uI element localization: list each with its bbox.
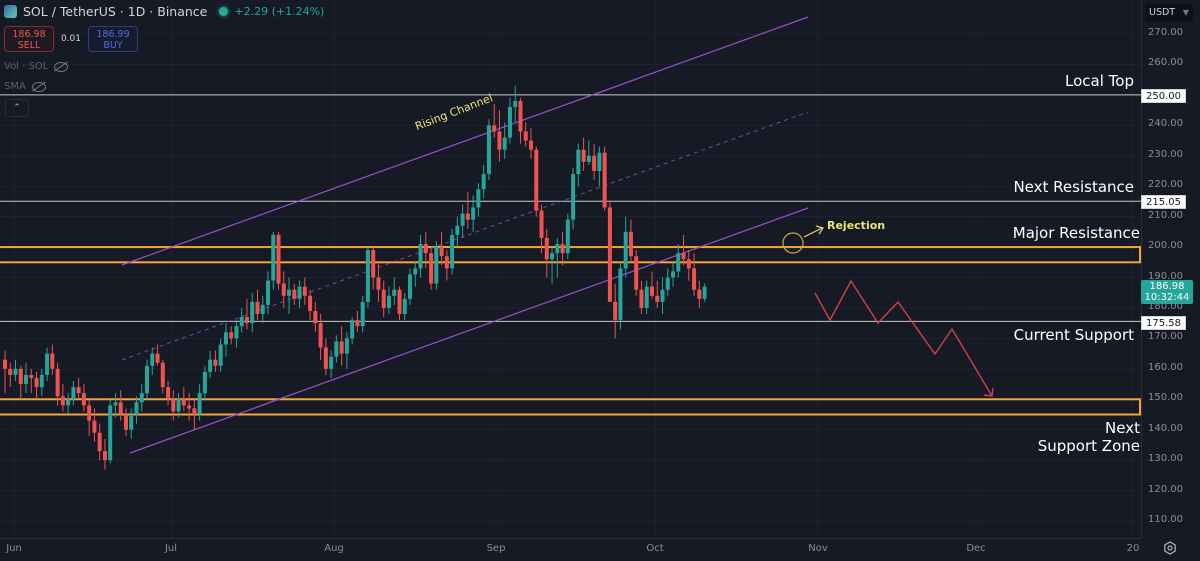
bar-countdown: 10:32:44: [1144, 292, 1190, 303]
price-tick: 220.00: [1148, 179, 1183, 191]
eye-off-icon[interactable]: [31, 81, 46, 92]
buy-label: BUY: [103, 40, 123, 51]
price-tick: 270.00: [1148, 27, 1183, 38]
time-tick: Jun: [6, 543, 22, 554]
spread-value: 0.01: [60, 34, 82, 44]
label-current-support: Current Support: [1013, 326, 1134, 344]
chevron-up-icon: ⌃: [13, 103, 21, 113]
candlesticks: [3, 85, 707, 470]
sell-button[interactable]: 186.98 SELL: [4, 26, 54, 52]
price-tick: 180.00: [1148, 300, 1183, 312]
sol-logo-icon: [4, 5, 17, 18]
eye-off-icon[interactable]: [54, 61, 69, 72]
time-tick: Jul: [164, 543, 178, 554]
price-tick: 210.00: [1148, 209, 1183, 221]
price-tick: 260.00: [1148, 57, 1183, 69]
chevron-down-icon: ▼: [1182, 8, 1189, 17]
label-next-support-zone: Next Support Zone: [1038, 419, 1140, 455]
sell-label: SELL: [17, 40, 41, 51]
rising-channel[interactable]: [121, 16, 809, 454]
indicator-sma[interactable]: SMA: [4, 81, 46, 92]
rejection-marker: [782, 225, 824, 254]
price-tick: 130.00: [1148, 453, 1183, 465]
trade-panel: 186.98 SELL 0.01 186.99 BUY: [4, 26, 138, 52]
price-label-local-top: 250.00: [1141, 89, 1186, 103]
indicator-volume[interactable]: Vol · SOL: [4, 61, 69, 72]
buy-button[interactable]: 186.99 BUY: [88, 26, 138, 52]
time-tick: Aug: [324, 543, 344, 554]
gear-icon[interactable]: [1163, 541, 1177, 555]
indicator-sma-label: SMA: [4, 81, 26, 92]
label-rejection: Rejection: [827, 219, 886, 232]
time-tick: Dec: [966, 543, 986, 554]
indicator-volume-label: Vol · SOL: [4, 61, 49, 72]
label-next-support-line1: Next: [1105, 419, 1140, 437]
collapse-legend-button[interactable]: ⌃: [5, 99, 29, 117]
price-chart-canvas[interactable]: [0, 0, 1141, 538]
grid-lines: [0, 0, 1141, 538]
symbol-header: SOL / TetherUS · 1D · Binance +2.29 (+1.…: [4, 4, 324, 19]
price-tick: 140.00: [1148, 422, 1183, 434]
time-tick: Sep: [486, 543, 506, 554]
buy-price: 186.99: [96, 29, 130, 40]
price-label-next-resistance: 215.05: [1141, 195, 1186, 209]
symbol-title[interactable]: SOL / TetherUS · 1D · Binance: [23, 4, 208, 19]
projection-path[interactable]: [814, 279, 994, 397]
currency-label: USDT: [1149, 7, 1176, 18]
price-tick: 120.00: [1148, 483, 1183, 495]
time-tick: 20: [1126, 543, 1140, 554]
sell-price: 186.98: [12, 29, 46, 40]
price-tick: 200.00: [1148, 240, 1183, 252]
price-tick: 230.00: [1148, 148, 1183, 160]
time-tick: Oct: [646, 543, 664, 554]
price-tick: 160.00: [1148, 361, 1183, 373]
label-next-support-line2: Support Zone: [1037, 437, 1140, 455]
price-label-current-support: 175.58: [1141, 316, 1186, 330]
label-local-top: Local Top: [1065, 72, 1134, 90]
market-open-dot-icon: [219, 7, 229, 16]
price-tick: 240.00: [1148, 118, 1183, 130]
price-tick: 110.00: [1148, 514, 1183, 526]
time-axis[interactable]: [0, 538, 1141, 561]
time-tick: Nov: [808, 543, 828, 554]
label-next-resistance: Next Resistance: [1013, 178, 1134, 196]
price-change: +2.29 (+1.24%): [234, 5, 325, 18]
currency-selector[interactable]: USDT ▼: [1145, 4, 1193, 22]
label-major-resistance: Major Resistance: [1012, 224, 1140, 242]
price-tick: 190.00: [1148, 270, 1183, 282]
last-price-badge: 186.98 10:32:44: [1141, 280, 1193, 304]
price-tick: 170.00: [1148, 331, 1183, 343]
price-tick: 150.00: [1148, 392, 1183, 404]
last-price: 186.98: [1149, 281, 1185, 292]
